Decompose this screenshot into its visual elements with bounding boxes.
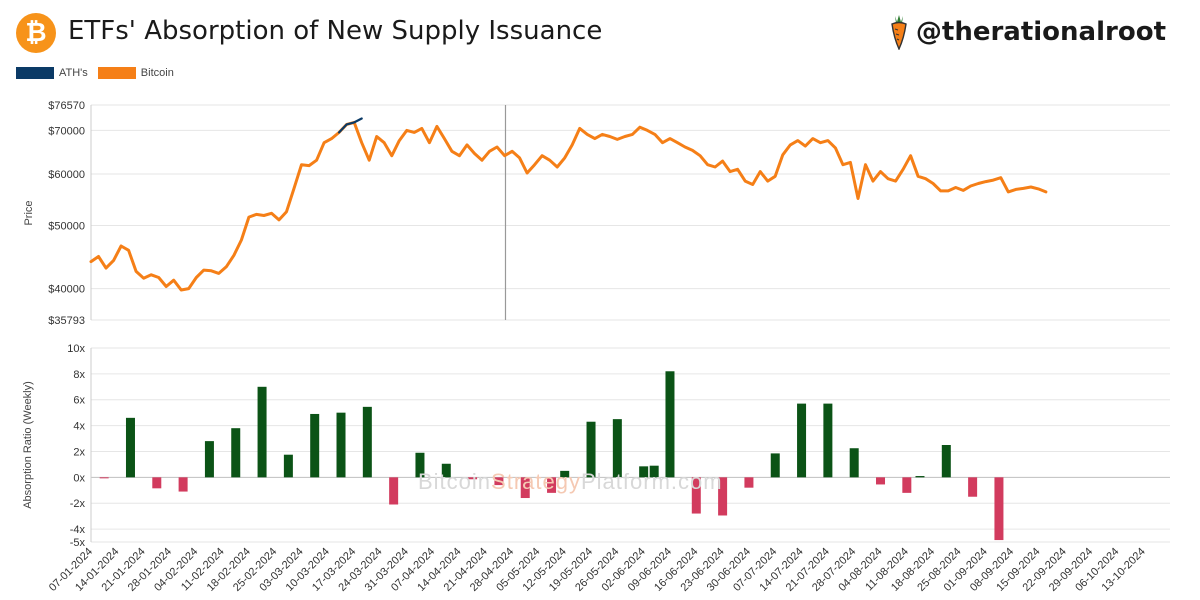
absorption-bar: [744, 477, 754, 488]
absorption-bar: [649, 465, 659, 478]
absorption-bar: [468, 477, 478, 480]
bitcoin-icon: ₿: [16, 13, 56, 53]
absorption-bar: [389, 477, 399, 505]
absorption-bar: [336, 412, 346, 478]
bar-tick-label: 8x: [73, 369, 85, 381]
absorption-bar: [415, 452, 425, 478]
bar-tick-label: -5x: [70, 537, 86, 549]
legend-item-aths[interactable]: ATH's: [16, 67, 88, 79]
watermark: BitcoinStrategyPlatform.com: [418, 469, 723, 494]
absorption-bar: [665, 371, 675, 478]
bar-tick-label: -2x: [70, 498, 86, 510]
brand-handle: @therationalroot: [915, 17, 1166, 47]
price-tick-label: $35793: [48, 315, 85, 327]
bar-tick-label: 6x: [73, 395, 85, 407]
carrot-icon: [891, 15, 907, 50]
page-title: ETFs' Absorption of New Supply Issuance: [68, 16, 603, 46]
price-tick-label: $50000: [48, 220, 85, 232]
bitcoin-price-line: [89, 120, 1048, 292]
legend-label-bitcoin: Bitcoin: [140, 67, 174, 79]
header: ₿ ETFs' Absorption of New Supply Issuanc…: [0, 0, 1200, 64]
legend-label-aths: ATH's: [59, 67, 88, 79]
absorption-bar: [639, 466, 649, 478]
absorption-bar: [823, 403, 833, 478]
absorption-bar: [941, 445, 951, 478]
absorption-bar: [968, 477, 978, 497]
absorption-bar: [797, 403, 807, 478]
absorption-bar: [691, 477, 701, 514]
brand: @therationalroot: [888, 14, 1166, 50]
absorption-bar: [586, 421, 596, 478]
bar-tick-label: 2x: [73, 446, 85, 458]
bar-tick-label: 10x: [67, 343, 85, 355]
ath-line: [338, 117, 363, 134]
price-tick-label: $40000: [48, 284, 85, 296]
absorption-bar: [994, 477, 1004, 541]
watermark-part1: Bitcoin: [418, 469, 491, 494]
price-axis-label: Price: [23, 200, 35, 225]
absorption-bar: [770, 453, 780, 478]
legend-item-bitcoin[interactable]: Bitcoin: [97, 67, 174, 79]
absorption-bar: [125, 417, 135, 478]
absorption-bar: [362, 406, 372, 478]
absorption-bar: [310, 413, 320, 478]
absorption-bar: [612, 419, 622, 478]
absorption-bar: [231, 428, 241, 478]
absorption-bar: [520, 477, 530, 499]
bar-axis-label: Absorption Ratio (Weekly): [22, 381, 34, 509]
absorption-bar: [560, 470, 570, 478]
price-tick-label: $60000: [48, 169, 85, 181]
absorption-bar: [441, 463, 451, 478]
legend-swatch-aths: [16, 67, 54, 79]
absorption-bar: [494, 477, 504, 486]
price-panel: $35793 $40000 $50000 $60000 $70000 $76570 Pric…: [23, 100, 1170, 327]
legend-swatch-bitcoin: [97, 67, 136, 79]
bar-tick-label: -4x: [70, 524, 86, 536]
absorption-bar: [547, 477, 557, 493]
absorption-bar: [283, 454, 293, 478]
legend: ATH's Bitcoin: [16, 67, 184, 79]
absorption-bar: [902, 477, 912, 493]
bar-tick-label: 0x: [73, 472, 85, 484]
absorption-bar: [876, 477, 886, 485]
watermark-part2: Strategy: [491, 469, 581, 494]
price-tick-label: $70000: [48, 125, 85, 137]
absorption-bar: [718, 477, 728, 516]
watermark-part3: Platform.com: [581, 469, 723, 494]
absorption-bar: [257, 386, 267, 478]
price-tick-label: $76570: [48, 100, 85, 112]
absorption-bar: [178, 477, 188, 492]
absorption-bar: [849, 448, 859, 478]
absorption-bar: [915, 476, 925, 478]
absorption-bar: [204, 441, 214, 478]
bar-tick-label: 4x: [73, 421, 85, 433]
absorption-bar: [99, 477, 109, 479]
absorption-bar: [152, 477, 162, 489]
